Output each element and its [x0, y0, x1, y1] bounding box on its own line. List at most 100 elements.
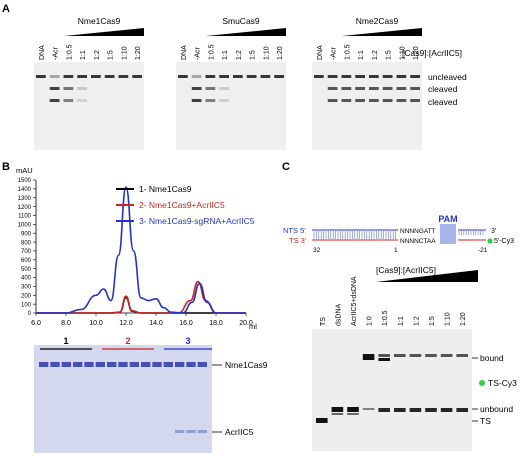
lane-label: 1:1 [80, 50, 87, 60]
sds-band-cas9 [186, 362, 196, 367]
gel-band [63, 75, 74, 78]
x-tick-label: 6.0 [31, 320, 41, 327]
ratio-wedge [376, 270, 478, 282]
gel-band [132, 75, 142, 78]
gel-band [205, 99, 216, 102]
sds-band-acriic5 [175, 430, 185, 433]
dna-substrate-diagram: NTS 5' TS 3' PAM NNNNGATT NNNNCTAA 3' 5'… [283, 214, 514, 254]
fraction-group-1: 1 [63, 336, 68, 346]
lane-label: 1:5 [250, 50, 257, 60]
y-tick-label: 1500 [18, 178, 32, 184]
band-label-cleaved-2: cleaved [428, 97, 458, 107]
y-tick-label: 1200 [18, 205, 32, 211]
x-tick-label: 10.0 [89, 320, 103, 327]
gel-band [63, 87, 74, 90]
y-tick-label: 800 [21, 240, 32, 246]
gel-band [191, 99, 202, 102]
lane-label: 1:2 [236, 50, 243, 60]
lane-label: 1:20 [413, 46, 420, 60]
panel-a-label: A [2, 3, 10, 15]
gel-band [274, 75, 284, 78]
sds-band-cas9 [141, 362, 151, 367]
gel-band [36, 75, 46, 78]
lane-label: 1:10 [121, 46, 128, 60]
panel-c-ratio-label: [Cas9]:[AcrIIC5] [376, 265, 436, 275]
gel-band [219, 75, 229, 78]
emsa-gel-bands [316, 354, 468, 423]
ratio-wedge-2 [206, 28, 286, 36]
gel-title-3: Nme2Cas9 [356, 16, 399, 26]
legend-entry-2: 2- Nme1Cas9+AcrIIC5 [139, 200, 225, 210]
cy3-dot-icon [487, 238, 493, 244]
emsa-band-label-bound: bound [480, 353, 504, 363]
ratio-wedge-3 [342, 28, 422, 36]
lane-label: 1:20 [277, 46, 284, 60]
gel-band [314, 75, 324, 78]
emsa-band-label-unbound: unbound [480, 404, 513, 414]
lane-label: 1:5 [108, 50, 115, 60]
gel-band [327, 75, 338, 78]
gel-band [219, 99, 229, 102]
sds-band-acriic5 [197, 430, 207, 433]
chart-legend: 1- Nme1Cas9 2- Nme1Cas9+AcrIIC5 3- Nme1C… [116, 184, 255, 226]
sds-band-cas9 [197, 362, 207, 367]
gel-band [341, 75, 352, 78]
lane-label: -Acr [195, 47, 202, 61]
sds-band-cas9 [39, 362, 49, 367]
emsa-lane-label: 1:1 [398, 316, 405, 326]
gel-band [410, 75, 420, 78]
gel-band [396, 99, 407, 102]
nts-label: NTS 5' [283, 226, 306, 235]
sds-band-cas9 [50, 362, 60, 367]
gel-band [191, 87, 202, 90]
y-tick-label: 1000 [18, 223, 32, 229]
ts-5prime-cy3: 5'-Cy3 [494, 238, 514, 245]
gel-band [77, 99, 87, 102]
y-tick-label: 700 [21, 249, 32, 255]
nts-3prime: 3' [491, 228, 496, 235]
emsa-band-bound [409, 354, 422, 357]
emsa-lane-label: 1:2 [413, 316, 420, 326]
y-tick-label: 400 [21, 276, 32, 282]
emsa-band-bound [378, 354, 390, 357]
lane-label: -Acr [53, 47, 60, 61]
dna-ladder-ticks [313, 231, 484, 239]
gel-band [77, 75, 87, 78]
series-line-1 [36, 296, 246, 314]
gel-band [382, 87, 393, 90]
panel-a-gels: Nme1Cas9 DNA -Acr 1:0.5 1:1 1:2 1:5 1:10 1:20 Smu… [34, 16, 422, 150]
y-tick-label: 300 [21, 285, 32, 291]
lane-label: 1:2 [94, 50, 101, 60]
sds-band-cas9 [152, 362, 162, 367]
legend-entry-3: 3- Nme1Cas9-sgRNA+AcrIIC5 [139, 216, 255, 226]
sds-gel-bands [39, 362, 207, 433]
emsa-lane-label: 1:20 [460, 312, 467, 326]
pam-label: PAM [438, 214, 457, 224]
nts-sequence: NNNNGATT [400, 228, 436, 235]
gel-band [382, 75, 393, 78]
emsa-lane-label: TS [320, 317, 327, 326]
chart-xlabel: ml [249, 322, 257, 331]
gel-band [233, 75, 243, 78]
emsa-band-ts [316, 418, 328, 423]
y-tick-label: 200 [21, 293, 32, 299]
gel-band [396, 75, 407, 78]
gel-title-1: Nme1Cas9 [78, 16, 121, 26]
emsa-band-unbound [347, 407, 359, 412]
emsa-band-bound [394, 354, 406, 357]
gel-band [410, 99, 420, 102]
gel-band [77, 87, 87, 90]
y-tick-label: 900 [21, 231, 32, 237]
lane-label: 1:2 [372, 50, 379, 60]
y-tick-label: 1400 [18, 187, 32, 193]
emsa-band-unbound [331, 407, 344, 412]
emsa-gel: [Cas9]:[AcrIIC5] TS dsDNA AcrIIC5+dsDNA 1:0… [312, 265, 517, 451]
ts-sequence: NNNNCTAA [400, 238, 436, 245]
series-line-3 [36, 186, 246, 314]
gel-band [219, 87, 229, 90]
band-label-cleaved-1: cleaved [428, 84, 458, 94]
gel-band [104, 75, 115, 78]
panel-c-label: C [282, 161, 290, 173]
fraction-group-3: 3 [185, 336, 190, 346]
emsa-lane-labels: TS dsDNA AcrIIC5+dsDNA 1:0 1:0.5 1:1 1:2 1:5 1:1… [320, 276, 467, 326]
